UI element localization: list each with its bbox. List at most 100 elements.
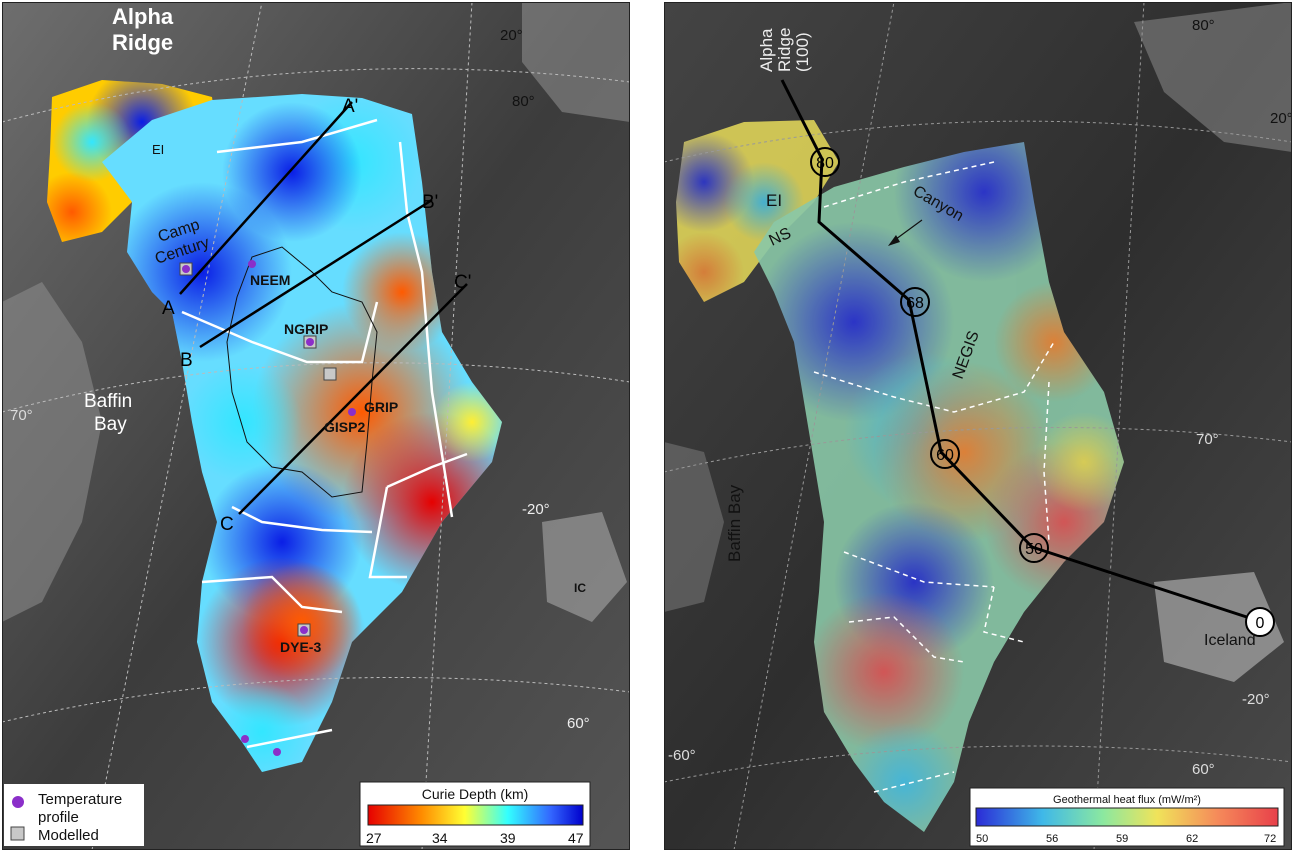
label-gisp2: GISP2 bbox=[324, 419, 365, 435]
heat-flux-colorbar: Geothermal heat flux (mW/m²) 50 56 59 62… bbox=[969, 787, 1285, 847]
graticule-lines bbox=[664, 2, 1292, 850]
graticule-lat-60: 60° bbox=[567, 715, 590, 732]
label-ngrip: NGRIP bbox=[284, 321, 328, 337]
legend-temperature-2: profile bbox=[38, 809, 79, 826]
graticule-labels: 20° 80° 70° -20° 60° bbox=[10, 27, 590, 732]
label-baffin-2: Bay bbox=[94, 414, 127, 435]
legend-temperature-icon bbox=[12, 796, 24, 808]
label-iceland: Iceland bbox=[1204, 632, 1256, 649]
label-ei: EI bbox=[152, 142, 164, 157]
profile-line-c bbox=[238, 283, 468, 515]
profile-label-b: B bbox=[180, 350, 193, 371]
curie-colorbar: Curie Depth (km) 27 34 39 47 bbox=[359, 781, 591, 847]
colorbar-gradient bbox=[975, 807, 1279, 827]
graticule-lat-80: 80° bbox=[512, 93, 535, 110]
profile-lines bbox=[179, 101, 468, 515]
profile-line-b bbox=[199, 198, 433, 349]
colorbar-tick-1: 56 bbox=[1046, 833, 1058, 845]
colorbar-tick-3: 62 bbox=[1186, 833, 1198, 845]
label-alpha-ridge-2: Ridge bbox=[775, 28, 794, 72]
track-node-68 bbox=[900, 287, 930, 317]
colorbar-tick-4: 72 bbox=[1264, 833, 1276, 845]
right-map-frame bbox=[664, 2, 1292, 850]
curie-depth-map: A A' B B' C C' Alpha Ridge Baffin Bay EI… bbox=[2, 2, 630, 850]
svalbard-relief bbox=[1134, 2, 1292, 152]
colorbar-title: Curie Depth (km) bbox=[422, 786, 529, 802]
track-node-60 bbox=[930, 439, 960, 469]
colorbar-tick-0: 50 bbox=[976, 833, 988, 845]
region-boundaries bbox=[181, 118, 468, 749]
temperature-marker-south-2 bbox=[273, 748, 281, 756]
svalbard-relief bbox=[522, 2, 630, 122]
label-alpha-ridge-2: Ridge bbox=[112, 30, 173, 55]
graticule-lat-70: 70° bbox=[10, 407, 33, 424]
site-markers bbox=[179, 260, 356, 756]
colorbar-tick-2: 39 bbox=[500, 830, 516, 846]
track-node-60-label: 60 bbox=[936, 447, 954, 464]
iceland-relief bbox=[542, 512, 627, 622]
symbol-legend: Temperature profile Modelled bbox=[4, 784, 144, 846]
colorbar-tick-1: 34 bbox=[432, 830, 448, 846]
graticule-lon-m60: -60° bbox=[668, 747, 696, 764]
colorbar-gradient bbox=[367, 804, 584, 826]
track-node-0 bbox=[1245, 607, 1275, 637]
baffin-island-relief bbox=[664, 442, 724, 612]
track-node-80-label: 80 bbox=[816, 155, 834, 172]
profile-track bbox=[780, 79, 1263, 624]
track-node-50 bbox=[1019, 533, 1049, 563]
track-node-80 bbox=[810, 147, 840, 177]
graticule-labels-right: 80° 20° 70° -20° -60° 60° bbox=[668, 17, 1292, 778]
colorbar-title: Geothermal heat flux (mW/m²) bbox=[1053, 794, 1201, 806]
label-baffin-bay: Baffin Bay bbox=[725, 484, 744, 562]
temperature-marker-dye3 bbox=[300, 626, 308, 634]
label-neem: NEEM bbox=[250, 272, 290, 288]
region-boundaries bbox=[813, 161, 1055, 793]
baffin-island bbox=[2, 282, 102, 622]
iceland-relief bbox=[1154, 572, 1284, 682]
label-alpha-ridge-1: Alpha bbox=[112, 4, 174, 29]
label-grip: GRIP bbox=[364, 399, 398, 415]
legend-modelled: Modelled bbox=[38, 827, 99, 844]
label-alpha-ridge-3: (100) bbox=[793, 32, 812, 72]
graticule-lat-60: 60° bbox=[1192, 761, 1215, 778]
label-dye3: DYE-3 bbox=[280, 639, 321, 655]
track-node-68-label: 68 bbox=[906, 295, 924, 312]
profile-label-a-prime: A' bbox=[342, 96, 358, 117]
label-ic: IC bbox=[574, 581, 586, 595]
graticule-lon-m20: -20° bbox=[1242, 691, 1270, 708]
colorbar-tick-2: 59 bbox=[1116, 833, 1128, 845]
profile-label-b-prime: B' bbox=[422, 192, 438, 213]
graticule-lon-m20: -20° bbox=[522, 501, 550, 518]
place-labels-white: Alpha Ridge Baffin Bay bbox=[84, 4, 174, 435]
label-alpha-ridge-1: Alpha bbox=[757, 28, 776, 72]
left-map-panel: A A' B B' C C' Alpha Ridge Baffin Bay EI… bbox=[2, 2, 630, 850]
ice-divide-outline bbox=[226, 246, 378, 498]
graticule-lat-70: 70° bbox=[1196, 431, 1219, 448]
profile-label-c-prime: C' bbox=[454, 272, 471, 293]
symbol-legend-box bbox=[4, 784, 144, 846]
track-node-50-label: 50 bbox=[1025, 541, 1043, 558]
label-ei: EI bbox=[766, 191, 782, 210]
temperature-marker-camp-century bbox=[182, 265, 190, 273]
profile-line-a bbox=[179, 101, 353, 295]
legend-temperature-1: Temperature bbox=[38, 791, 122, 808]
track-line bbox=[780, 79, 1263, 624]
modelled-marker bbox=[323, 367, 337, 381]
colorbar-tick-0: 27 bbox=[366, 830, 382, 846]
graticule-lines bbox=[2, 2, 630, 850]
temperature-marker-neem bbox=[248, 260, 256, 268]
temperature-marker-grip bbox=[348, 408, 356, 416]
legend-modelled-icon bbox=[10, 826, 25, 841]
heat-flux-map: 80 68 60 50 0 Alpha Ridge (100) EI NS Ca… bbox=[664, 2, 1292, 850]
graticule-lat-80: 80° bbox=[1192, 17, 1215, 34]
colorbar-tick-3: 47 bbox=[568, 830, 584, 846]
graticule-lon-20: 20° bbox=[1270, 110, 1292, 127]
left-map-frame bbox=[2, 2, 630, 850]
profile-label-c: C bbox=[220, 514, 234, 535]
track-nodes: 80 68 60 50 0 bbox=[810, 147, 1275, 637]
temperature-marker-ngrip bbox=[306, 338, 314, 346]
right-map-panel: 80 68 60 50 0 Alpha Ridge (100) EI NS Ca… bbox=[664, 2, 1292, 850]
profile-point-labels: A A' B B' C C' bbox=[162, 96, 471, 535]
track-node-0-label: 0 bbox=[1256, 615, 1265, 632]
canyon-arrow bbox=[888, 219, 923, 246]
